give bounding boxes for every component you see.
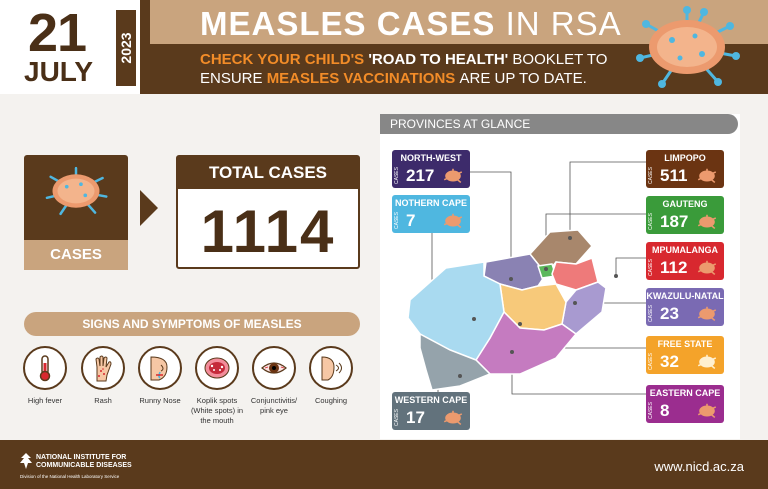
- eye-icon: [252, 346, 296, 390]
- virus-icon: [636, 6, 740, 88]
- cough-icon: [309, 346, 353, 390]
- symptom-item: Koplik spots (White spots) in the mouth: [188, 346, 246, 426]
- cases-tag: CASES: [648, 353, 654, 370]
- province-value: 23: [660, 304, 679, 323]
- province-value: 187: [660, 212, 689, 231]
- cases-tag: CASES: [394, 212, 400, 229]
- cases-tag: CASES: [394, 167, 400, 184]
- page-subtitle: CHECK YOUR CHILD'S 'ROAD TO HEALTH' BOOK…: [200, 50, 607, 88]
- date-month: JULY: [24, 56, 94, 87]
- province-western-cape: WESTERN CAPE CASES 17: [392, 392, 470, 430]
- northern-cape-region: [407, 261, 505, 361]
- province-value: 17: [406, 408, 425, 427]
- province-name: MPUMALANGA: [652, 245, 718, 255]
- date-year: 2023: [118, 32, 134, 64]
- province-name: GAUTENG: [662, 199, 708, 209]
- symptom-item: High fever: [16, 346, 74, 406]
- virus-icon: [697, 214, 717, 230]
- sa-map: [407, 161, 646, 396]
- province-limpopo: LIMPOPO CASES 511: [646, 150, 724, 188]
- org-name: NATIONAL INSTITUTE FOR COMMUNICABLE DISE…: [36, 454, 132, 470]
- province-eastern-cape: EASTERN CAPE CASES 8: [646, 385, 724, 423]
- province-mpumalanga: MPUMALANGA CASES 112: [646, 242, 724, 280]
- subtitle-b: 'ROAD TO HEALTH': [368, 51, 509, 68]
- symptom-label: Runny Nose: [139, 396, 181, 405]
- province-name: NOTHERN CAPE: [394, 198, 467, 208]
- year-band: 2023: [116, 10, 136, 86]
- symptom-item: Runny Nose: [131, 346, 189, 406]
- subtitle-d: ENSURE: [200, 70, 263, 87]
- virus-icon: [443, 213, 463, 229]
- western-cape-region: [419, 332, 492, 391]
- title-thin: IN RSA: [505, 5, 622, 42]
- symptom-label: Koplik spots (White spots) in the mouth: [190, 396, 244, 425]
- cases-tag: CASES: [648, 213, 654, 230]
- virus-icon: [45, 166, 108, 216]
- cases-tag: CASES: [648, 259, 654, 276]
- footer-bar: [0, 440, 768, 489]
- virus-icon: [697, 260, 717, 276]
- symptom-label: Rash: [94, 396, 112, 405]
- total-cases-value: 1114: [200, 198, 336, 265]
- subtitle-c: BOOKLET TO: [512, 51, 608, 68]
- province-name: LIMPOPO: [664, 153, 706, 163]
- org-line2: COMMUNICABLE DISEASES: [36, 462, 132, 469]
- symptom-label: Coughing: [314, 396, 348, 405]
- virus-icon: [697, 168, 717, 184]
- nicd-logo: [20, 453, 32, 469]
- cases-tag: CASES: [648, 167, 654, 184]
- thermometer-icon: [23, 346, 67, 390]
- province-kwazulu-natal: KWAZULU-NATAL CASES 23: [646, 288, 724, 326]
- province-name: WESTERN CAPE: [394, 395, 468, 405]
- cases-tag: CASES: [648, 402, 654, 419]
- org-subtitle: Division of the National Health Laborato…: [20, 474, 120, 479]
- org-line1: NATIONAL INSTITUTE FOR: [36, 454, 127, 461]
- province-name: NORTH-WEST: [400, 153, 462, 163]
- symptom-label: Conjunctivitis/ pink eye: [250, 396, 298, 415]
- subtitle-e: MEASLES VACCINATIONS: [266, 70, 456, 87]
- virus-icon: [697, 403, 717, 419]
- signs-title: SIGNS AND SYMPTOMS OF MEASLES: [24, 312, 360, 336]
- open-mouth-icon: [195, 346, 239, 390]
- virus-icon: [443, 410, 463, 426]
- province-name: EASTERN CAPE: [649, 388, 721, 398]
- symptom-item: Rash: [74, 346, 132, 406]
- province-gauteng: GAUTENG CASES 187: [646, 196, 724, 234]
- province-name: FREE STATE: [657, 339, 713, 349]
- title-bold: MEASLES CASES: [200, 5, 496, 42]
- cases-tag: CASES: [394, 409, 400, 426]
- hand-rash-icon: [81, 346, 125, 390]
- symptom-item: Conjunctivitis/ pink eye: [245, 346, 303, 416]
- virus-icon: [697, 306, 717, 322]
- total-cases-box: TOTAL CASES 1114: [176, 155, 360, 269]
- arrow-right-icon: [140, 190, 158, 226]
- province-name: KWAZULU-NATAL: [646, 291, 724, 301]
- province-value: 32: [660, 352, 679, 371]
- kwazulu-natal-region: [561, 281, 607, 335]
- province-northern-cape: NOTHERN CAPE CASES 7: [392, 195, 470, 233]
- cases-label: CASES: [24, 240, 128, 270]
- cases-tag: CASES: [648, 305, 654, 322]
- website-link[interactable]: www.nicd.ac.za: [654, 459, 744, 474]
- page-title: MEASLES CASES IN RSA: [200, 5, 622, 43]
- province-value: 112: [660, 258, 688, 277]
- subtitle-f: ARE UP TO DATE.: [459, 70, 587, 87]
- total-cases-label: TOTAL CASES: [178, 157, 358, 189]
- province-value: 7: [406, 211, 416, 230]
- province-value: 217: [406, 166, 435, 185]
- subtitle-a: CHECK YOUR CHILD'S: [200, 51, 365, 68]
- province-value: 8: [660, 401, 670, 420]
- symptom-label: High fever: [27, 396, 63, 405]
- virus-icon: [443, 168, 463, 184]
- province-free-state: FREE STATE CASES 32: [646, 336, 724, 374]
- province-north-west: NORTH-WEST CASES 217: [392, 150, 470, 188]
- symptom-item: Coughing: [302, 346, 360, 406]
- provinces-title: PROVINCES AT GLANCE: [380, 114, 738, 134]
- province-value: 511: [660, 166, 688, 185]
- runny-nose-icon: [138, 346, 182, 390]
- virus-icon: [697, 354, 717, 370]
- date-day: 21: [28, 3, 87, 63]
